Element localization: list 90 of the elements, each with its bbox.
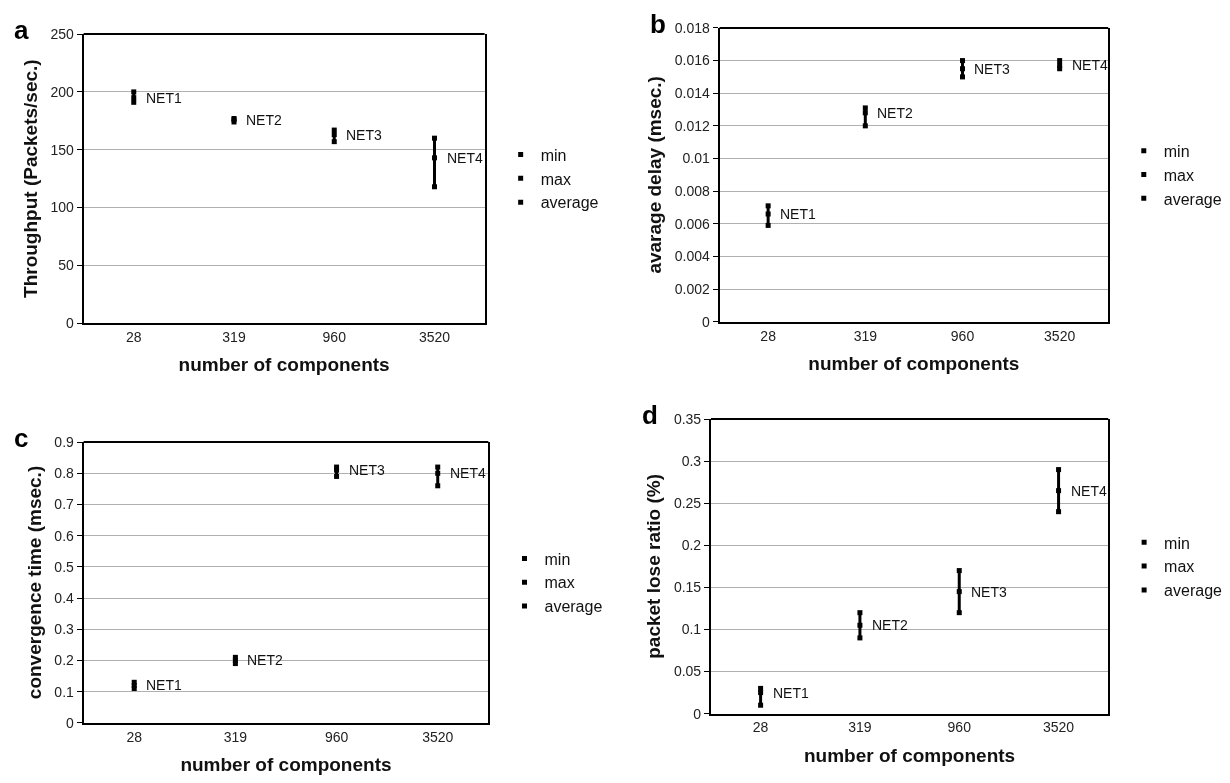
x-tick-label: 28: [126, 728, 143, 745]
y-tick-label: 0: [693, 705, 702, 722]
y-tick-label: 0.35: [673, 411, 702, 428]
annotation: NET3: [971, 584, 1007, 600]
legend-label: max: [540, 170, 571, 188]
y-tick-label: 0: [701, 313, 710, 330]
chart-title: b: [650, 9, 666, 39]
y-tick-label: 0.008: [674, 183, 710, 200]
annotation: NET4: [1072, 57, 1108, 73]
x-tick-label: 960: [322, 329, 347, 346]
legend-label: average: [1163, 190, 1222, 208]
y-tick-label: 0: [66, 315, 75, 332]
legend-label: min: [544, 550, 571, 568]
y-tick-label: 0.4: [54, 589, 75, 606]
x-tick-label: 960: [324, 728, 349, 745]
x-axis-title: number of components: [804, 744, 1016, 766]
legend-label: average: [1164, 582, 1223, 600]
x-tick-label: 319: [223, 728, 248, 745]
annotation: NET1: [780, 206, 816, 222]
y-tick-label: 0.004: [674, 248, 710, 265]
y-tick-label: 0.3: [54, 621, 75, 638]
y-tick-label: 0.1: [54, 683, 75, 700]
x-tick-label: 3520: [422, 728, 454, 745]
y-tick-label: 0.002: [674, 280, 710, 297]
x-tick-label: 319: [848, 719, 872, 736]
legend-label: max: [1164, 558, 1195, 576]
legend-label: max: [1163, 166, 1195, 184]
legend-label: min: [1164, 534, 1190, 552]
y-axis-title: Throughput (Packets/sec.): [19, 59, 41, 298]
annotation: NET1: [773, 685, 809, 701]
y-tick-label: 0.7: [54, 496, 75, 513]
legend-label: average: [544, 598, 603, 616]
y-axis-title: convergence time (msec.): [23, 465, 45, 700]
y-tick-label: 0.6: [54, 527, 75, 544]
legend-label: max: [544, 574, 575, 592]
x-axis-title: number of components: [808, 352, 1020, 374]
y-tick-label: 100: [50, 199, 75, 216]
annotation: NET3: [974, 61, 1010, 77]
y-tick-label: 0.9: [54, 434, 75, 451]
y-tick-label: 0: [66, 714, 75, 731]
legend-label: average: [540, 194, 599, 212]
chart-title: d: [642, 400, 658, 430]
y-tick-label: 50: [58, 257, 75, 274]
y-axis-title: packet lose ratio (%): [643, 473, 665, 659]
annotation: NET2: [872, 617, 908, 633]
annotation: NET2: [247, 652, 283, 668]
y-tick-label: 0.2: [681, 537, 702, 554]
chart-title: c: [14, 423, 29, 453]
annotation: NET2: [877, 105, 913, 121]
annotation: NET1: [146, 677, 182, 693]
y-tick-label: 0.05: [673, 663, 702, 680]
x-tick-label: 319: [853, 327, 878, 344]
annotation: NET3: [346, 127, 382, 143]
y-tick-label: 0.8: [54, 465, 75, 482]
x-tick-label: 960: [947, 719, 972, 736]
x-axis-title: number of components: [180, 753, 392, 775]
y-tick-label: 0.014: [674, 85, 710, 102]
x-tick-label: 28: [125, 329, 142, 346]
x-axis-title: number of components: [178, 354, 390, 376]
annotation: NET4: [447, 150, 483, 166]
annotation: NET4: [450, 465, 486, 481]
x-tick-label: 3520: [1042, 719, 1075, 736]
y-tick-label: 150: [50, 141, 75, 158]
y-tick-label: 0.2: [54, 652, 75, 669]
y-tick-label: 0.5: [54, 558, 75, 575]
y-axis-title: avarage delay (msec.): [644, 76, 666, 274]
x-tick-label: 3520: [418, 329, 451, 346]
y-tick-label: 200: [50, 83, 75, 100]
y-tick-label: 0.01: [682, 150, 710, 167]
x-tick-label: 3520: [1044, 327, 1076, 344]
x-tick-label: 960: [950, 327, 975, 344]
y-tick-label: 0.25: [673, 495, 702, 512]
y-tick-label: 0.1: [681, 621, 702, 638]
y-tick-label: 0.006: [674, 215, 710, 232]
legend-label: min: [1163, 142, 1190, 160]
annotation: NET4: [1071, 483, 1107, 499]
y-tick-label: 0.3: [681, 453, 702, 470]
y-tick-label: 0.016: [674, 52, 710, 69]
annotation: NET2: [246, 112, 282, 128]
y-tick-label: 250: [50, 25, 75, 42]
legend-label: min: [540, 146, 567, 164]
x-tick-label: 28: [760, 327, 777, 344]
annotation: NET3: [349, 462, 385, 478]
x-tick-label: 28: [752, 719, 769, 736]
x-tick-label: 319: [222, 329, 246, 346]
y-tick-label: 0.018: [674, 19, 710, 36]
annotation: NET1: [146, 90, 182, 106]
y-tick-label: 0.012: [674, 117, 710, 134]
chart-title: a: [14, 15, 29, 45]
y-tick-label: 0.15: [673, 579, 702, 596]
